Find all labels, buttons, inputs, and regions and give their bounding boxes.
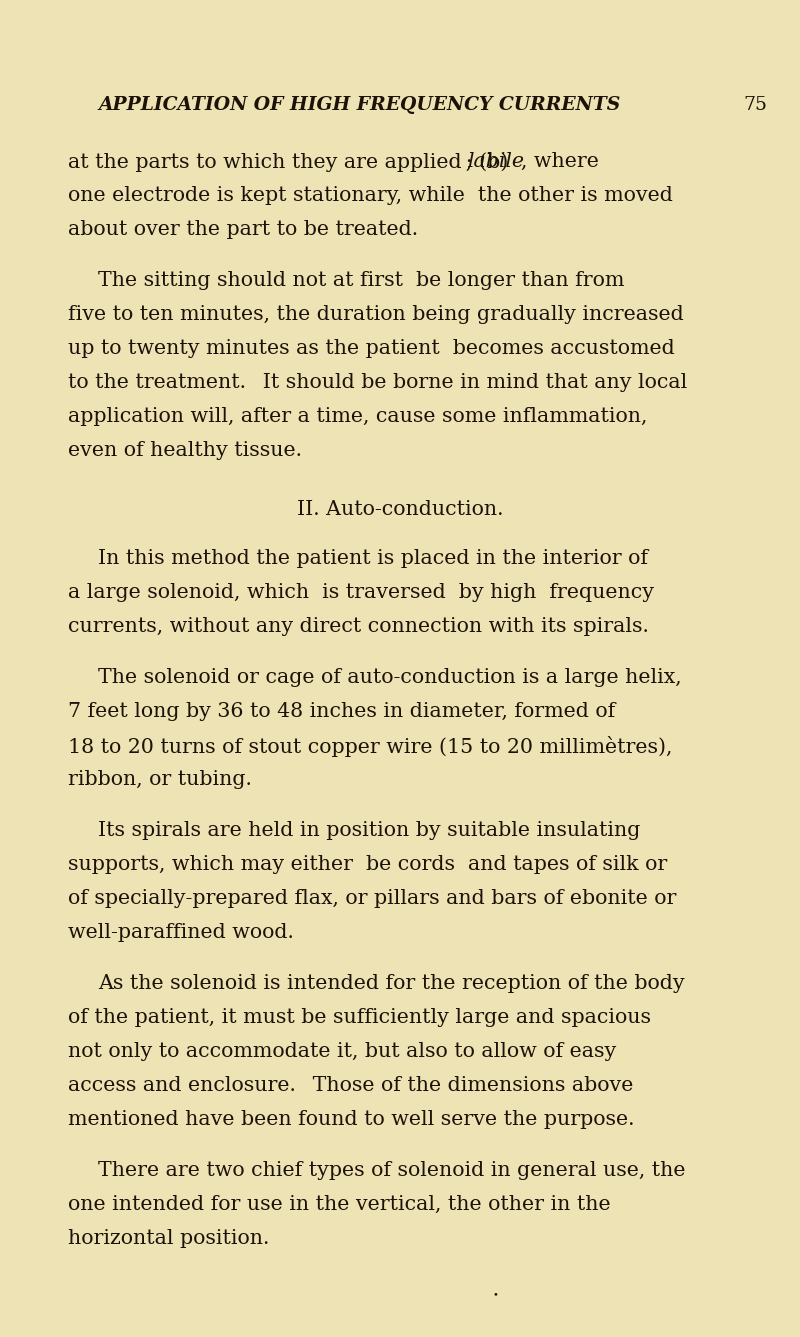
Text: As the solenoid is intended for the reception of the body: As the solenoid is intended for the rece… xyxy=(98,973,685,993)
Text: access and enclosure.  Those of the dimensions above: access and enclosure. Those of the dimen… xyxy=(68,1076,634,1095)
Text: a large solenoid, which  is traversed  by high  frequency: a large solenoid, which is traversed by … xyxy=(68,583,654,602)
Text: even of healthy tissue.: even of healthy tissue. xyxy=(68,441,302,460)
Text: ribbon, or tubing.: ribbon, or tubing. xyxy=(68,770,252,789)
Text: 75: 75 xyxy=(743,96,767,114)
Text: 18 to 20 turns of stout copper wire (15 to 20 millimètres),: 18 to 20 turns of stout copper wire (15 … xyxy=(68,735,672,757)
Text: The solenoid or cage of auto-conduction is a large helix,: The solenoid or cage of auto-conduction … xyxy=(98,668,682,687)
Text: of the patient, it must be sufficiently large and spacious: of the patient, it must be sufficiently … xyxy=(68,1008,651,1027)
Text: of specially-prepared flax, or pillars and bars of ebonite or: of specially-prepared flax, or pillars a… xyxy=(68,889,676,908)
Text: Its spirals are held in position by suitable insulating: Its spirals are held in position by suit… xyxy=(98,821,640,840)
Text: to the treatment.  It should be borne in mind that any local: to the treatment. It should be borne in … xyxy=(68,373,687,392)
Text: five to ten minutes, the duration being gradually increased: five to ten minutes, the duration being … xyxy=(68,305,684,324)
Text: not only to accommodate it, but also to allow of easy: not only to accommodate it, but also to … xyxy=(68,1042,616,1062)
Text: •: • xyxy=(492,1290,498,1300)
Text: one intended for use in the vertical, the other in the: one intended for use in the vertical, th… xyxy=(68,1195,610,1214)
Text: II. Auto-conduction.: II. Auto-conduction. xyxy=(297,500,503,519)
Text: up to twenty minutes as the patient  becomes accustomed: up to twenty minutes as the patient beco… xyxy=(68,340,674,358)
Text: one electrode is kept stationary, while  the other is moved: one electrode is kept stationary, while … xyxy=(68,186,673,205)
Text: supports, which may either  be cords  and tapes of silk or: supports, which may either be cords and … xyxy=(68,854,667,874)
Text: APPLICATION OF HIGH FREQUENCY CURRENTS: APPLICATION OF HIGH FREQUENCY CURRENTS xyxy=(99,96,621,114)
Text: 7 feet long by 36 to 48 inches in diameter, formed of: 7 feet long by 36 to 48 inches in diamet… xyxy=(68,702,615,721)
Text: application will, after a time, cause some inflammation,: application will, after a time, cause so… xyxy=(68,406,647,427)
Text: about over the part to be treated.: about over the part to be treated. xyxy=(68,221,418,239)
Text: , where: , where xyxy=(521,152,598,171)
Text: In this method the patient is placed in the interior of: In this method the patient is placed in … xyxy=(98,550,648,568)
Text: horizontal position.: horizontal position. xyxy=(68,1229,270,1247)
Text: The sitting should not at first  be longer than from: The sitting should not at first be longe… xyxy=(98,271,624,290)
Text: at the parts to which they are applied ; (b): at the parts to which they are applied ;… xyxy=(68,152,514,171)
Text: There are two chief types of solenoid in general use, the: There are two chief types of solenoid in… xyxy=(98,1161,686,1181)
Text: well-paraffined wood.: well-paraffined wood. xyxy=(68,923,294,943)
Text: labile: labile xyxy=(467,152,525,171)
Text: mentioned have been found to well serve the purpose.: mentioned have been found to well serve … xyxy=(68,1110,634,1128)
Text: currents, without any direct connection with its spirals.: currents, without any direct connection … xyxy=(68,616,649,636)
